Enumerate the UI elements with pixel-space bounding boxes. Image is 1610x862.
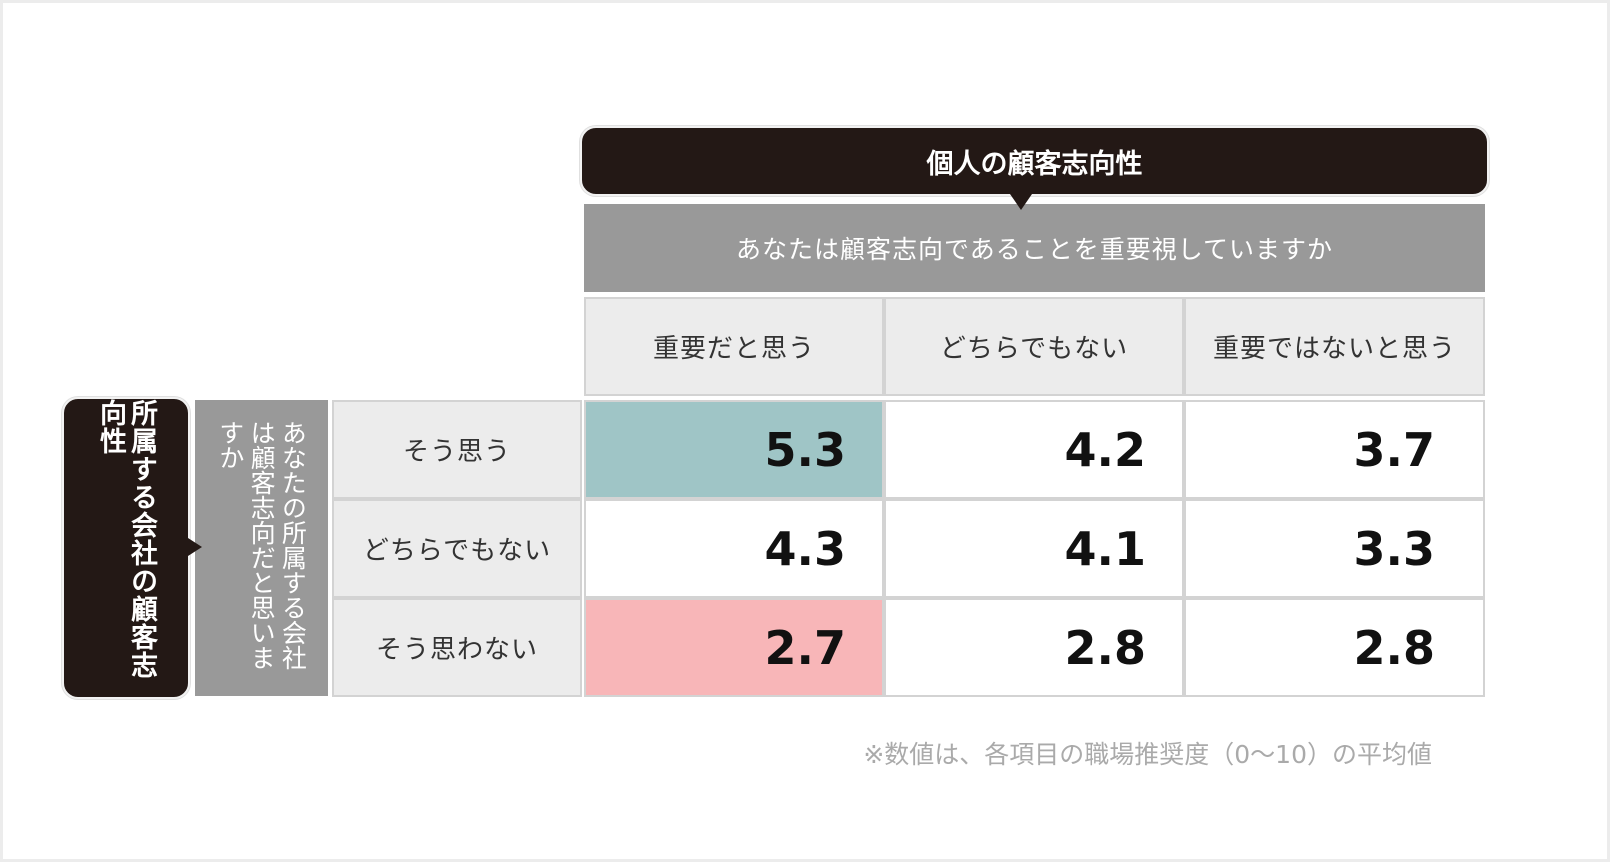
row-pointer [188,538,202,556]
row-question-text: あなたの所属する会社は顧客志向だと思いますか [215,420,308,670]
row-question: あなたの所属する会社は顧客志向だと思いますか [195,400,328,696]
cell-r3-c3: 2.8 [1184,598,1485,697]
row-group-title-text: 所属する会社の顧客志向性 [95,399,158,679]
row-header-2: どちらでもない [332,499,582,598]
column-header-2: どちらでもない [884,297,1184,396]
row-header-3: そう思わない [332,598,582,697]
footnote: ※数値は、各項目の職場推奨度（0〜10）の平均値 [863,740,1432,769]
cell-r2-c1: 4.3 [584,499,884,598]
row-group-title: 所属する会社の顧客志向性 [62,397,190,699]
cell-r1-c3: 3.7 [1184,400,1485,499]
cell-r1-c1: 5.3 [584,400,884,499]
cell-r3-c1: 2.7 [584,598,884,697]
cell-r1-c2: 4.2 [884,400,1184,499]
column-group-title: 個人の顧客志向性 [580,126,1489,196]
column-question: あなたは顧客志向であることを重要視していますか [584,204,1485,292]
column-pointer [1010,194,1032,210]
cell-r2-c3: 3.3 [1184,499,1485,598]
column-header-1: 重要だと思う [584,297,884,396]
cell-r2-c2: 4.1 [884,499,1184,598]
column-header-3: 重要ではないと思う [1184,297,1485,396]
row-header-1: そう思う [332,400,582,499]
cell-r3-c2: 2.8 [884,598,1184,697]
